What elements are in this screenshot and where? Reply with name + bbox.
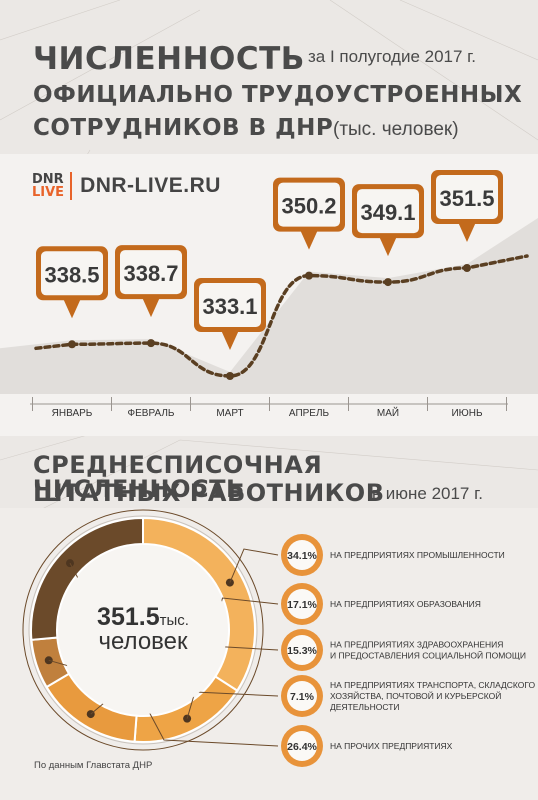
- x-tick-label: АПРЕЛЬ: [289, 408, 330, 419]
- x-tick-label: ЯНВАРЬ: [52, 408, 93, 419]
- data-label-callout: 350.2: [273, 177, 345, 250]
- data-point: [226, 372, 234, 380]
- period-text: за I полугодие 2017 г.: [308, 47, 477, 66]
- data-point: [463, 264, 471, 272]
- title-line-1: ЧИСЛЕННОСТЬ: [33, 44, 305, 75]
- center-unit: тыс.: [159, 612, 189, 629]
- slice-category-label: НА ПРЕДПРИЯТИЯХ ПРОМЫШЛЕННОСТИ: [330, 550, 505, 560]
- data-label: 350.2: [281, 194, 336, 219]
- outer-ring: [22, 509, 264, 751]
- callout-pointer: [221, 330, 239, 350]
- center-number: 351.5: [97, 603, 160, 631]
- trend-area: [0, 218, 538, 394]
- data-label-callout: 338.7: [115, 245, 187, 318]
- data-point: [147, 339, 155, 348]
- data-label: 349.1: [360, 200, 415, 225]
- logo-mark-top: DNR: [32, 172, 64, 187]
- site-logo: DNR LIVE DNR-LIVE.RU: [32, 172, 221, 200]
- slice-category-label: НА ПРОЧИХ ПРЕДПРИЯТИЯХ: [330, 741, 453, 751]
- value-bubble: [287, 540, 317, 570]
- slice-value-label: 26.4%: [287, 741, 317, 753]
- slice-marker: [183, 714, 192, 723]
- donut-slice: [30, 516, 144, 641]
- callout-pointer: [379, 236, 397, 257]
- callout-body: [278, 182, 340, 227]
- title-unit: (тыс. человек): [333, 120, 459, 139]
- slice-marker: [65, 559, 74, 568]
- line-chart: ЯНВАРЬ ФЕВРАЛЬ МАРТ АПРЕЛЬ МАЙ ИЮНЬ 338.5 338.7…: [0, 170, 538, 419]
- slice-value-label: 17.1%: [287, 599, 317, 611]
- series-line: [34, 254, 529, 378]
- logo-mark-bottom: LIVE: [32, 185, 65, 200]
- section2-title-line-2: ШТАТНЫХ РАБОТНИКОВ: [33, 479, 385, 507]
- callout-body: [199, 283, 261, 327]
- value-bubble: [287, 635, 317, 665]
- data-label-callout: 333.1: [194, 278, 266, 350]
- logo-separator: [70, 172, 73, 200]
- slice-value-label: 34.1%: [287, 550, 317, 562]
- center-unit-line2: человек: [98, 628, 188, 655]
- data-point: [68, 340, 76, 349]
- data-label-callout: 338.5: [36, 246, 108, 319]
- donut-chart: 34.1% 17.1% 15.3% 7.1% 26.4% НА ПРЕДПРИЯТИЯХ …: [22, 509, 536, 767]
- logo-text: DNR-LIVE.RU: [80, 174, 221, 197]
- x-tick-label: МАРТ: [216, 408, 243, 419]
- slice-category-label: НА ПРЕДПРИЯТИЯХ ЗДРАВООХРАНЕНИЯ И ПРЕДОСТ…: [330, 640, 526, 661]
- x-tick-label: МАЙ: [377, 406, 399, 419]
- title-period: за I полугодие 2017 г.: [308, 48, 476, 65]
- value-bubble: [287, 681, 317, 711]
- data-label-callout: 351.5: [431, 170, 503, 242]
- callout-pointer: [142, 297, 160, 318]
- data-label: 333.1: [202, 294, 257, 319]
- slice-category-label: НА ПРЕДПРИЯТИЯХ ТРАНСПОРТА, СКЛАДСКОГО ХО…: [330, 680, 536, 712]
- callout-body: [120, 250, 182, 295]
- x-tick-label: ФЕВРАЛЬ: [128, 408, 175, 419]
- data-point: [384, 278, 392, 287]
- data-label-callout: 349.1: [352, 184, 424, 257]
- connector-line: [229, 548, 279, 583]
- logo-mark: DNR LIVE: [32, 173, 64, 199]
- value-bubble: [287, 589, 317, 619]
- title-line-2: ОФИЦИАЛЬНО ТРУДОУСТРОЕННЫХ: [33, 82, 523, 108]
- slice-value-label: 7.1%: [290, 691, 315, 703]
- callout-body: [357, 189, 419, 234]
- source-note: По данным Главстата ДНР: [34, 760, 153, 771]
- donut-center-value: 351.5тыс. человек: [68, 603, 218, 656]
- callout-pointer: [458, 222, 476, 242]
- data-label: 351.5: [439, 186, 494, 211]
- data-label: 338.5: [44, 262, 99, 287]
- section2-title-line-1: СРЕДНЕСПИСОЧНАЯ ЧИСЛЕННОСТЬ: [33, 451, 323, 503]
- callout-pointer: [300, 229, 318, 250]
- donut-hole: [59, 546, 227, 714]
- callout-pointer: [63, 298, 81, 319]
- data-point: [305, 271, 313, 280]
- unit-text: (тыс. человек): [333, 119, 459, 140]
- title-line-3: СОТРУДНИКОВ В ДНР: [33, 115, 334, 141]
- value-bubble: [287, 731, 317, 761]
- slice-value-label: 15.3%: [287, 645, 317, 657]
- callout-body: [41, 251, 103, 296]
- x-tick-label: ИЮНЬ: [451, 408, 483, 419]
- section2-period: в июне 2017 г.: [372, 485, 483, 502]
- callout-body: [436, 175, 498, 219]
- slice-category-label: НА ПРЕДПРИЯТИЯХ ОБРАЗОВАНИЯ: [330, 599, 481, 609]
- section2-period-text: в июне 2017 г.: [372, 484, 483, 503]
- data-label: 338.7: [123, 261, 178, 286]
- title-text: ЧИСЛЕННОСТЬ: [33, 41, 305, 77]
